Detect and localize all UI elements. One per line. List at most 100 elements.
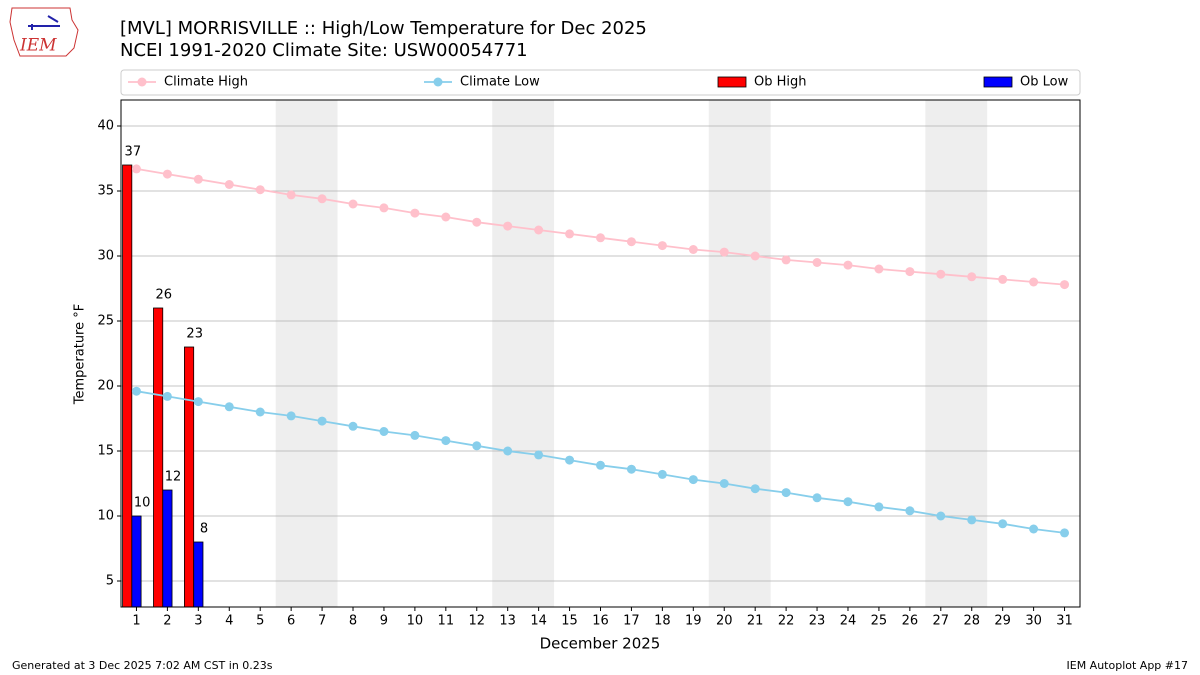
- line-marker: [162, 169, 172, 179]
- x-tick-label: 31: [1056, 614, 1073, 629]
- line-marker: [812, 493, 822, 503]
- line-marker: [967, 272, 977, 282]
- line-marker: [379, 203, 389, 213]
- bar-value-label: 10: [134, 496, 151, 511]
- line-marker: [750, 251, 760, 261]
- x-tick-label: 16: [592, 614, 609, 629]
- line-marker: [843, 260, 853, 270]
- x-tick-label: 21: [747, 614, 764, 629]
- logo-outline: [9, 7, 79, 57]
- line-marker: [1060, 528, 1070, 538]
- x-tick-label: 10: [407, 614, 424, 629]
- line-marker: [534, 225, 544, 235]
- line-marker: [348, 199, 358, 209]
- line-marker: [131, 386, 141, 396]
- x-tick-label: 2: [163, 614, 171, 629]
- x-tick-label: 14: [530, 614, 547, 629]
- line-marker: [874, 502, 884, 512]
- line-marker: [657, 469, 667, 479]
- legend-box: [120, 69, 1081, 96]
- x-tick-label: 1: [132, 614, 140, 629]
- legend-label: Ob High: [754, 75, 807, 90]
- x-tick-label: 15: [561, 614, 578, 629]
- line-marker: [565, 229, 575, 239]
- legend-label: Ob Low: [1020, 75, 1069, 90]
- bar: [162, 489, 173, 608]
- weekend-shade: [925, 100, 988, 607]
- line-marker: [1029, 524, 1039, 534]
- x-tick-label: 18: [654, 614, 671, 629]
- line-marker: [441, 436, 451, 446]
- bar-value-label: 37: [125, 145, 142, 160]
- line-marker: [812, 258, 822, 267]
- x-tick-label: 27: [933, 614, 950, 629]
- line-marker: [936, 511, 946, 521]
- bar-value-label: 8: [200, 522, 208, 537]
- x-tick-label: 23: [809, 614, 826, 629]
- legend-swatch-marker: [433, 77, 443, 87]
- line-marker: [410, 208, 420, 218]
- line-marker: [1029, 277, 1039, 287]
- bar-value-label: 26: [155, 288, 172, 303]
- line-marker: [905, 267, 915, 277]
- line-marker: [967, 515, 977, 525]
- bar: [153, 307, 164, 608]
- x-tick-label: 28: [963, 614, 980, 629]
- footer-right: IEM Autoplot App #17: [1067, 659, 1189, 672]
- y-tick-label: 25: [97, 314, 114, 329]
- y-tick-label: 30: [97, 249, 114, 264]
- line-marker: [255, 185, 265, 195]
- line-marker: [348, 421, 358, 431]
- y-tick-label: 40: [97, 119, 114, 134]
- x-tick-label: 5: [256, 614, 264, 629]
- legend-swatch: [717, 76, 747, 88]
- x-tick-label: 20: [716, 614, 733, 629]
- logo: IEM: [9, 7, 79, 57]
- x-tick-label: 26: [902, 614, 919, 629]
- line-marker: [719, 479, 729, 488]
- line-marker: [626, 464, 636, 474]
- y-tick-label: 15: [97, 444, 114, 459]
- line-marker: [565, 455, 575, 465]
- line-marker: [688, 245, 698, 254]
- line-marker: [596, 233, 605, 243]
- line-marker: [503, 221, 513, 231]
- line-marker: [286, 190, 296, 200]
- line-marker: [874, 264, 884, 274]
- x-tick-label: 3: [194, 614, 202, 629]
- legend-label: Climate High: [164, 75, 248, 90]
- line-marker: [688, 475, 698, 485]
- bar: [131, 515, 142, 608]
- bar: [184, 346, 195, 608]
- line-marker: [255, 407, 265, 417]
- line-marker: [286, 411, 296, 421]
- line-marker: [998, 519, 1008, 529]
- x-tick-label: 7: [318, 614, 326, 629]
- x-tick-label: 11: [438, 614, 455, 629]
- weekend-shade: [275, 100, 338, 607]
- y-tick-label: 10: [97, 509, 114, 524]
- y-tick-label: 20: [97, 379, 114, 394]
- x-tick-label: 6: [287, 614, 295, 629]
- line-marker: [193, 397, 203, 407]
- line-marker: [317, 416, 327, 426]
- y-axis-label: Temperature °F: [73, 304, 88, 405]
- line-marker: [534, 450, 544, 460]
- x-tick-label: 25: [871, 614, 888, 629]
- weekend-shade: [492, 100, 555, 607]
- line-marker: [472, 217, 482, 227]
- bar: [193, 541, 204, 608]
- bar-value-label: 12: [165, 470, 182, 485]
- line-marker: [750, 484, 760, 494]
- x-tick-label: 29: [994, 614, 1011, 629]
- x-tick-label: 4: [225, 614, 233, 629]
- line-marker: [472, 441, 482, 451]
- line-marker: [193, 174, 203, 184]
- plot-frame: [120, 99, 1081, 608]
- line-marker: [224, 402, 234, 412]
- line-marker: [162, 391, 172, 401]
- line-marker: [905, 506, 915, 516]
- line-marker: [503, 446, 513, 456]
- x-tick-label: 17: [623, 614, 640, 629]
- chart-title: [MVL] MORRISVILLE :: High/Low Temperatur…: [120, 18, 647, 39]
